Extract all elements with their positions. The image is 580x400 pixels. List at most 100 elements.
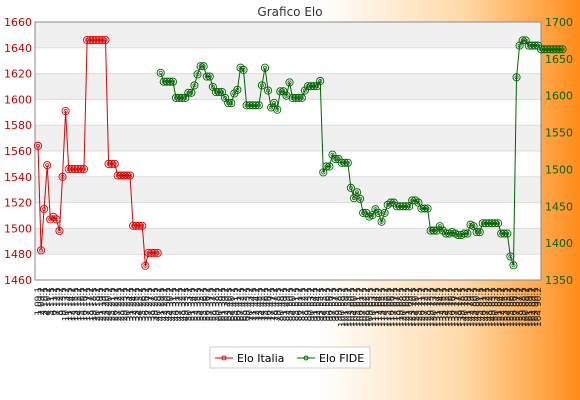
x-tick-label: 19 18.1 <box>89 287 99 321</box>
data-point-inner <box>514 75 519 80</box>
x-tick-label: 145 81.1 <box>476 287 486 327</box>
x-tick-label: 133 75.1 <box>439 287 449 327</box>
data-point <box>352 188 362 197</box>
data-point <box>297 93 306 102</box>
x-tick-label: 142 79.2 <box>467 287 477 327</box>
x-tick-label: 25 21.1 <box>108 287 118 321</box>
data-point <box>187 88 196 97</box>
data-point-inner <box>155 250 160 255</box>
x-tick-label: 98 57.2 <box>332 287 342 321</box>
data-point-inner <box>367 214 372 219</box>
x-tick-label: 69 43.1 <box>243 287 253 321</box>
data-point <box>233 85 242 94</box>
data-point <box>73 165 82 174</box>
x-tick-label: 153 85.1 <box>500 287 510 327</box>
series-layer <box>33 36 567 270</box>
x-tick-label: 141 79.1 <box>463 287 473 327</box>
data-point-inner <box>355 190 359 195</box>
data-point <box>398 202 408 211</box>
data-point <box>273 105 282 114</box>
data-point <box>303 82 312 91</box>
left-tick-label: 1580 <box>4 119 32 132</box>
data-point <box>264 86 273 95</box>
data-point <box>175 93 184 102</box>
data-point <box>147 248 156 257</box>
x-tick-label: 104 60.2 <box>350 287 360 327</box>
data-point <box>276 87 285 96</box>
data-point-inner <box>348 185 353 190</box>
data-point-inner <box>112 161 117 166</box>
left-tick-label: 1660 <box>4 16 32 29</box>
x-tick-label: 1 09.1 <box>34 287 44 316</box>
data-point-inner <box>39 248 44 253</box>
right-tick-label: 1550 <box>545 127 573 140</box>
data-point <box>239 65 248 74</box>
data-point-inner <box>189 90 194 95</box>
x-tick-label: 8 12.2 <box>55 287 65 316</box>
x-tick-label: 120 68.2 <box>399 287 409 327</box>
x-tick-label: 160 88.2 <box>522 287 532 327</box>
x-tick-label: 132 74.2 <box>436 287 446 327</box>
right-tick-label: 1350 <box>545 274 573 287</box>
x-tick-label: 91 54.1 <box>310 287 320 321</box>
right-tick-label: 1650 <box>545 53 573 66</box>
data-point <box>67 165 76 174</box>
data-point <box>337 158 346 167</box>
x-tick-label: 93 55.1 <box>316 287 326 321</box>
data-point <box>193 70 202 79</box>
x-tick-label: 3 10.1 <box>40 287 50 316</box>
data-point <box>101 36 110 45</box>
data-point-inner <box>413 198 418 203</box>
data-point <box>543 45 552 54</box>
data-point <box>546 45 555 54</box>
data-point-inner <box>447 231 451 236</box>
x-tick-label: 105 61.1 <box>353 287 363 327</box>
x-tick-label: 64 40.2 <box>227 287 237 321</box>
data-point-inner <box>471 224 476 229</box>
data-point-inner <box>259 83 264 88</box>
x-tick-label: 29 23.1 <box>120 287 130 321</box>
data-point <box>156 68 165 77</box>
data-point <box>291 93 300 102</box>
data-point <box>214 87 224 97</box>
data-point <box>92 36 101 45</box>
right-tick-label: 1450 <box>545 200 573 213</box>
data-point-inner <box>287 80 292 85</box>
plot-band <box>35 202 541 229</box>
x-tick-label: 30 23.2 <box>123 287 133 321</box>
x-tick-label: 27 22.1 <box>114 287 124 321</box>
left-tick-label: 1640 <box>4 42 32 55</box>
data-point-inner <box>302 88 307 93</box>
data-point <box>325 162 334 171</box>
data-point <box>432 226 441 235</box>
data-point-inner <box>207 74 212 79</box>
data-point <box>70 165 79 174</box>
data-point <box>386 198 395 207</box>
x-tick-label: 70 43.2 <box>246 287 256 321</box>
data-point-inner <box>511 263 516 268</box>
x-tick-label: 158 87.2 <box>516 287 526 327</box>
x-tick-label: 130 73.2 <box>430 287 440 327</box>
data-point-inner <box>158 70 163 75</box>
plot-border <box>34 21 542 281</box>
data-point <box>402 202 411 211</box>
x-tick-label: 65 41.1 <box>230 287 240 321</box>
x-tick-label: 150 83.2 <box>491 287 501 327</box>
series-elo-italia <box>33 36 162 270</box>
data-point <box>37 246 46 255</box>
x-tick-label: 23 20.1 <box>101 287 111 321</box>
x-tick-label: 46 31.2 <box>172 287 182 321</box>
x-tick-label: 22 19.2 <box>98 287 108 321</box>
x-tick-label: 41 29.1 <box>157 287 167 321</box>
data-point <box>33 141 43 150</box>
x-tick-label: 128 72.2 <box>424 287 434 327</box>
data-point <box>377 217 386 226</box>
data-point <box>346 183 355 192</box>
left-tick-label: 1540 <box>4 171 32 184</box>
data-point <box>141 261 150 270</box>
x-tick-label: 151 84.1 <box>494 287 504 327</box>
data-point <box>254 101 263 110</box>
data-point <box>322 162 331 171</box>
data-point-inner <box>345 160 350 165</box>
data-point-inner <box>385 202 390 207</box>
